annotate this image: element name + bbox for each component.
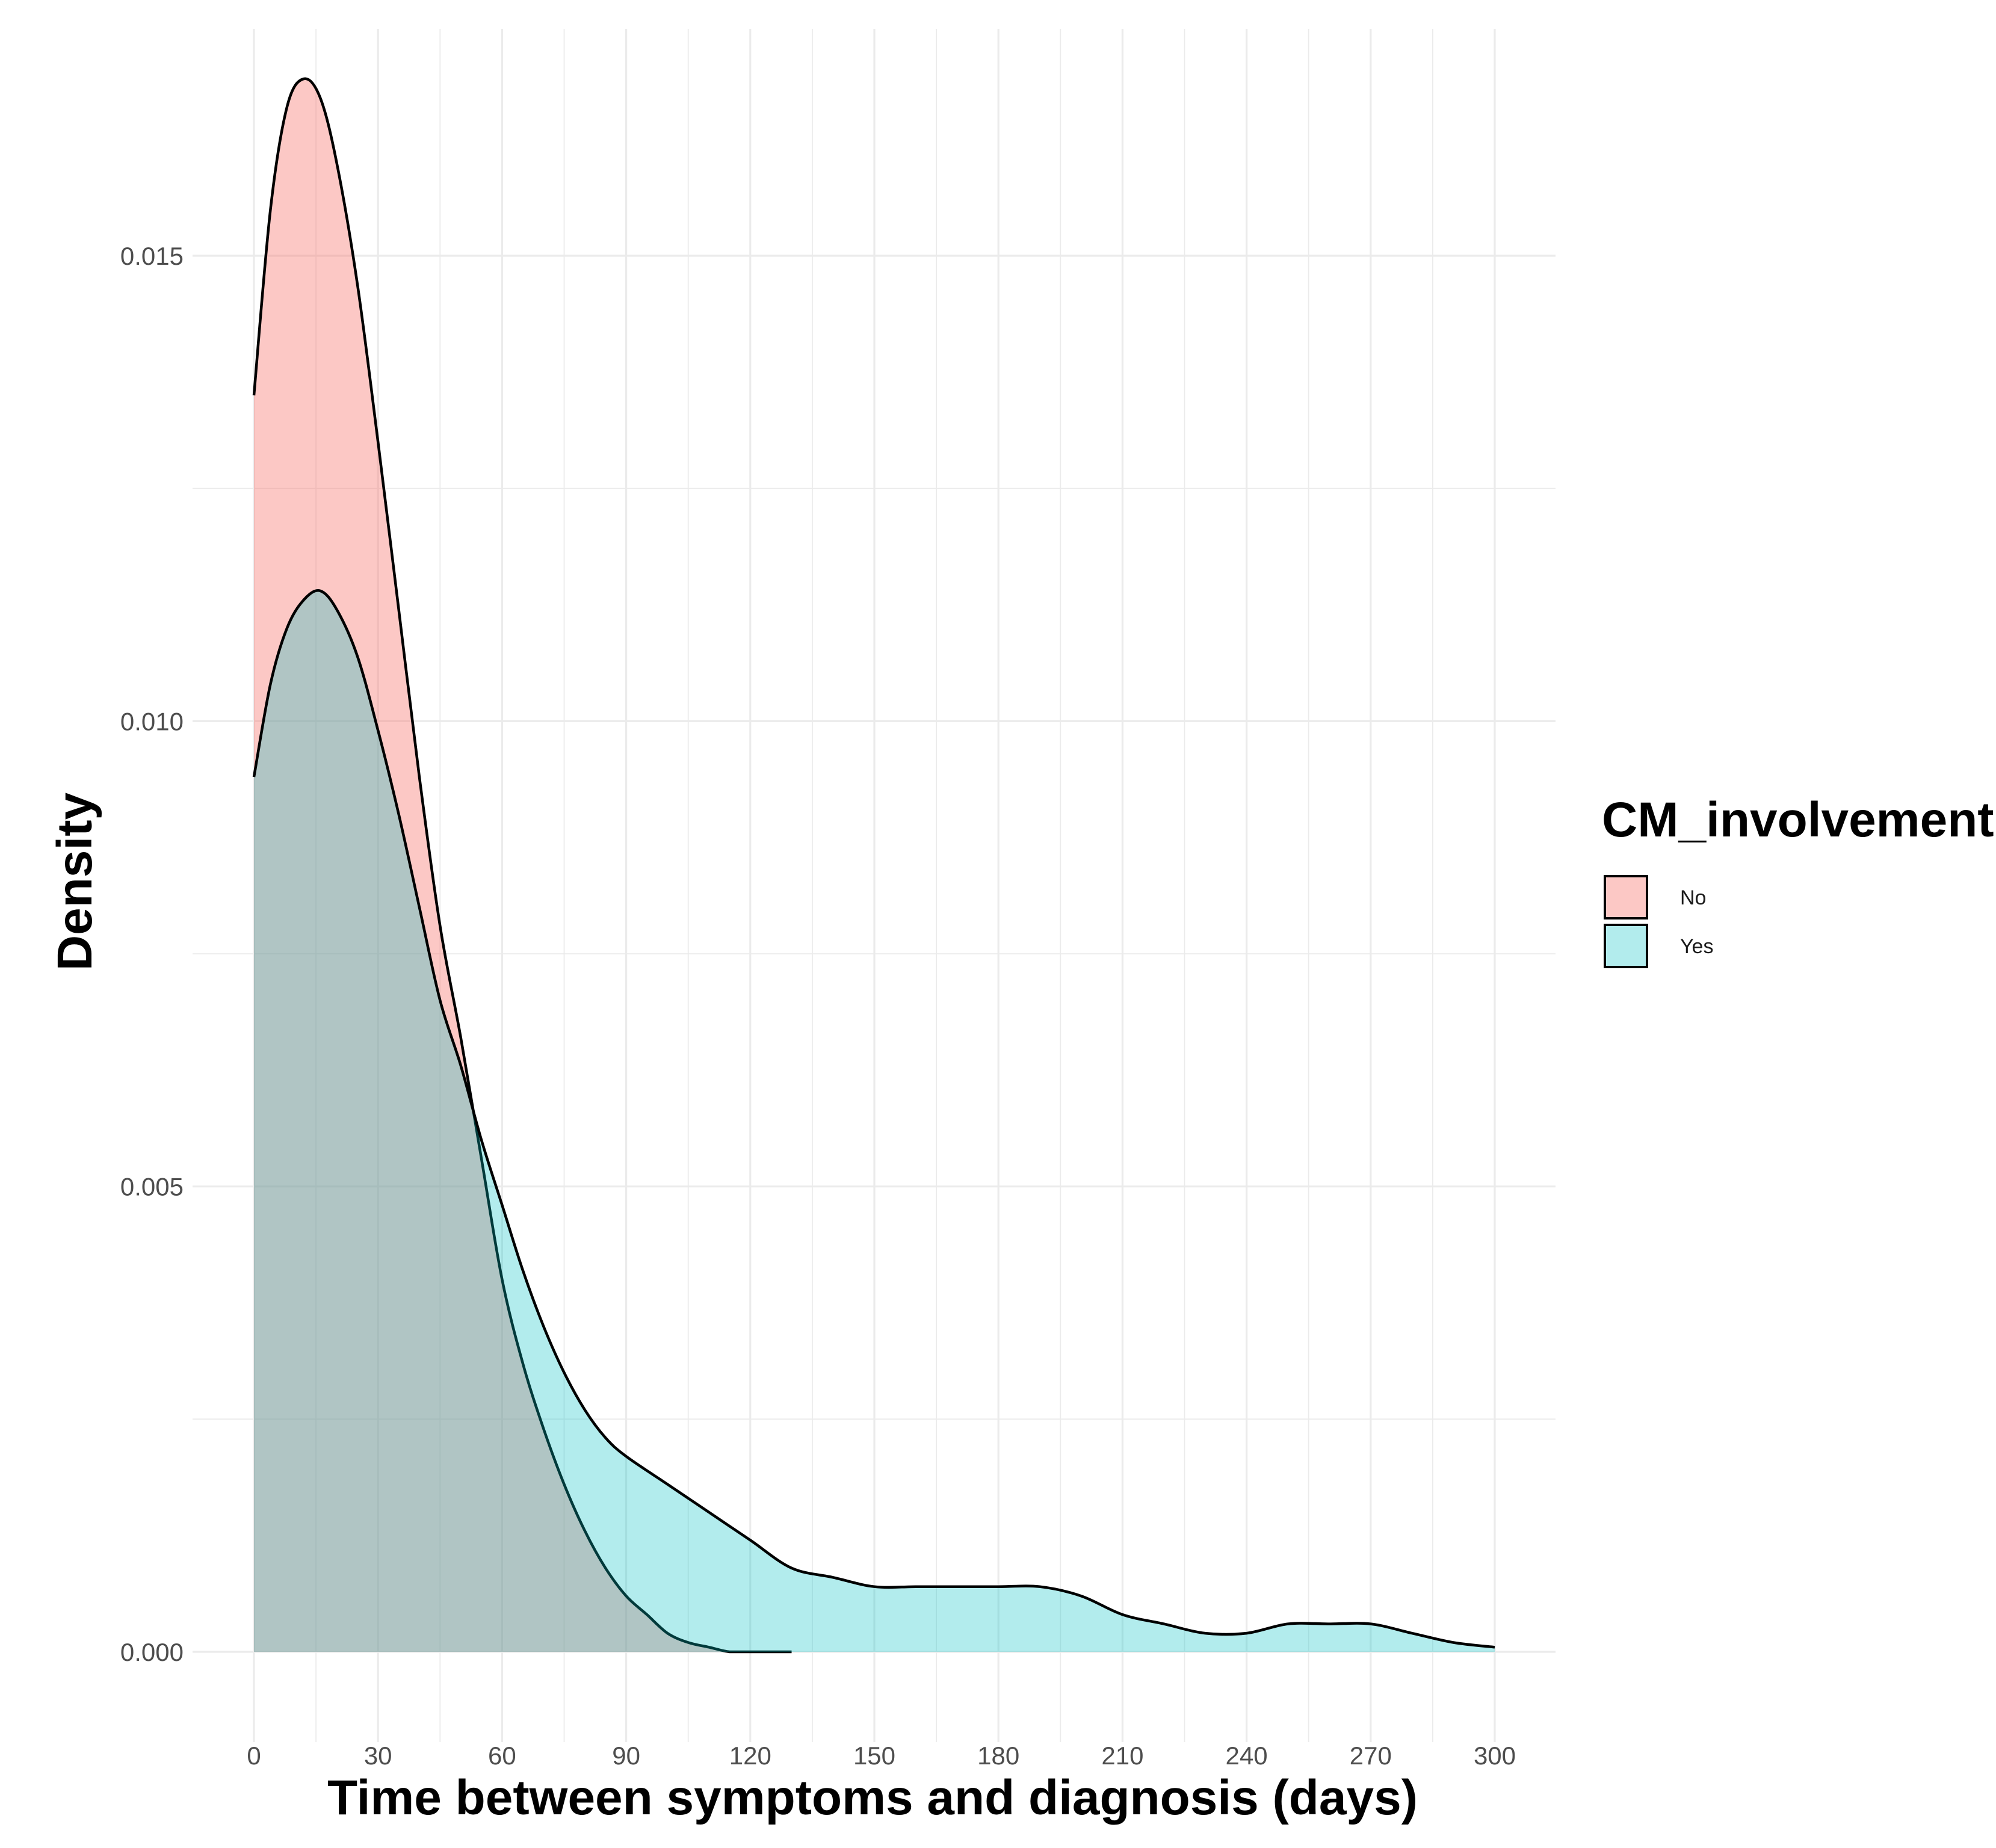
- legend: CM_involvement No Yes: [1602, 793, 1994, 969]
- density-line-yes: [252, 589, 1495, 1649]
- x-tick-label: 90: [612, 1741, 640, 1770]
- x-tick-label: 30: [364, 1741, 392, 1770]
- x-axis-title: Time between symptoms and diagnosis (day…: [327, 1770, 1418, 1825]
- y-tick-label: 0.015: [120, 242, 184, 270]
- y-tick-labels: 0.000 0.005 0.010 0.015: [120, 242, 184, 1666]
- x-tick-label: 150: [853, 1741, 895, 1770]
- density-areas: [252, 77, 1495, 1654]
- x-tick-label: 180: [977, 1741, 1019, 1770]
- legend-label-yes: Yes: [1680, 935, 1713, 958]
- legend-key-bg: [1603, 874, 1649, 920]
- x-tick-label: 240: [1226, 1741, 1268, 1770]
- x-tick-label: 300: [1474, 1741, 1516, 1770]
- x-tick-label: 270: [1350, 1741, 1392, 1770]
- legend-keys: No Yes: [1603, 874, 1713, 969]
- x-tick-label: 210: [1101, 1741, 1143, 1770]
- x-tick-label: 120: [729, 1741, 771, 1770]
- legend-key-no: [1604, 875, 1648, 919]
- y-tick-label: 0.000: [120, 1638, 184, 1666]
- density-area-yes: [254, 590, 1495, 1652]
- y-tick-label: 0.010: [120, 707, 184, 735]
- density-line-no: [252, 77, 792, 1654]
- x-tick-labels: 0 30 60 90 120 150 180 210 240 270 300: [247, 1741, 1516, 1770]
- x-tick-label: 0: [247, 1741, 261, 1770]
- y-tick-label: 0.005: [120, 1173, 184, 1201]
- legend-title: CM_involvement: [1602, 793, 1994, 847]
- y-axis-title: Density: [48, 793, 102, 971]
- x-tick-label: 60: [488, 1741, 516, 1770]
- grid-lines: [193, 29, 1556, 1742]
- legend-label-no: No: [1680, 886, 1706, 909]
- density-area-no: [254, 78, 792, 1652]
- legend-key-yes: [1604, 924, 1648, 968]
- legend-key-bg: [1603, 923, 1649, 969]
